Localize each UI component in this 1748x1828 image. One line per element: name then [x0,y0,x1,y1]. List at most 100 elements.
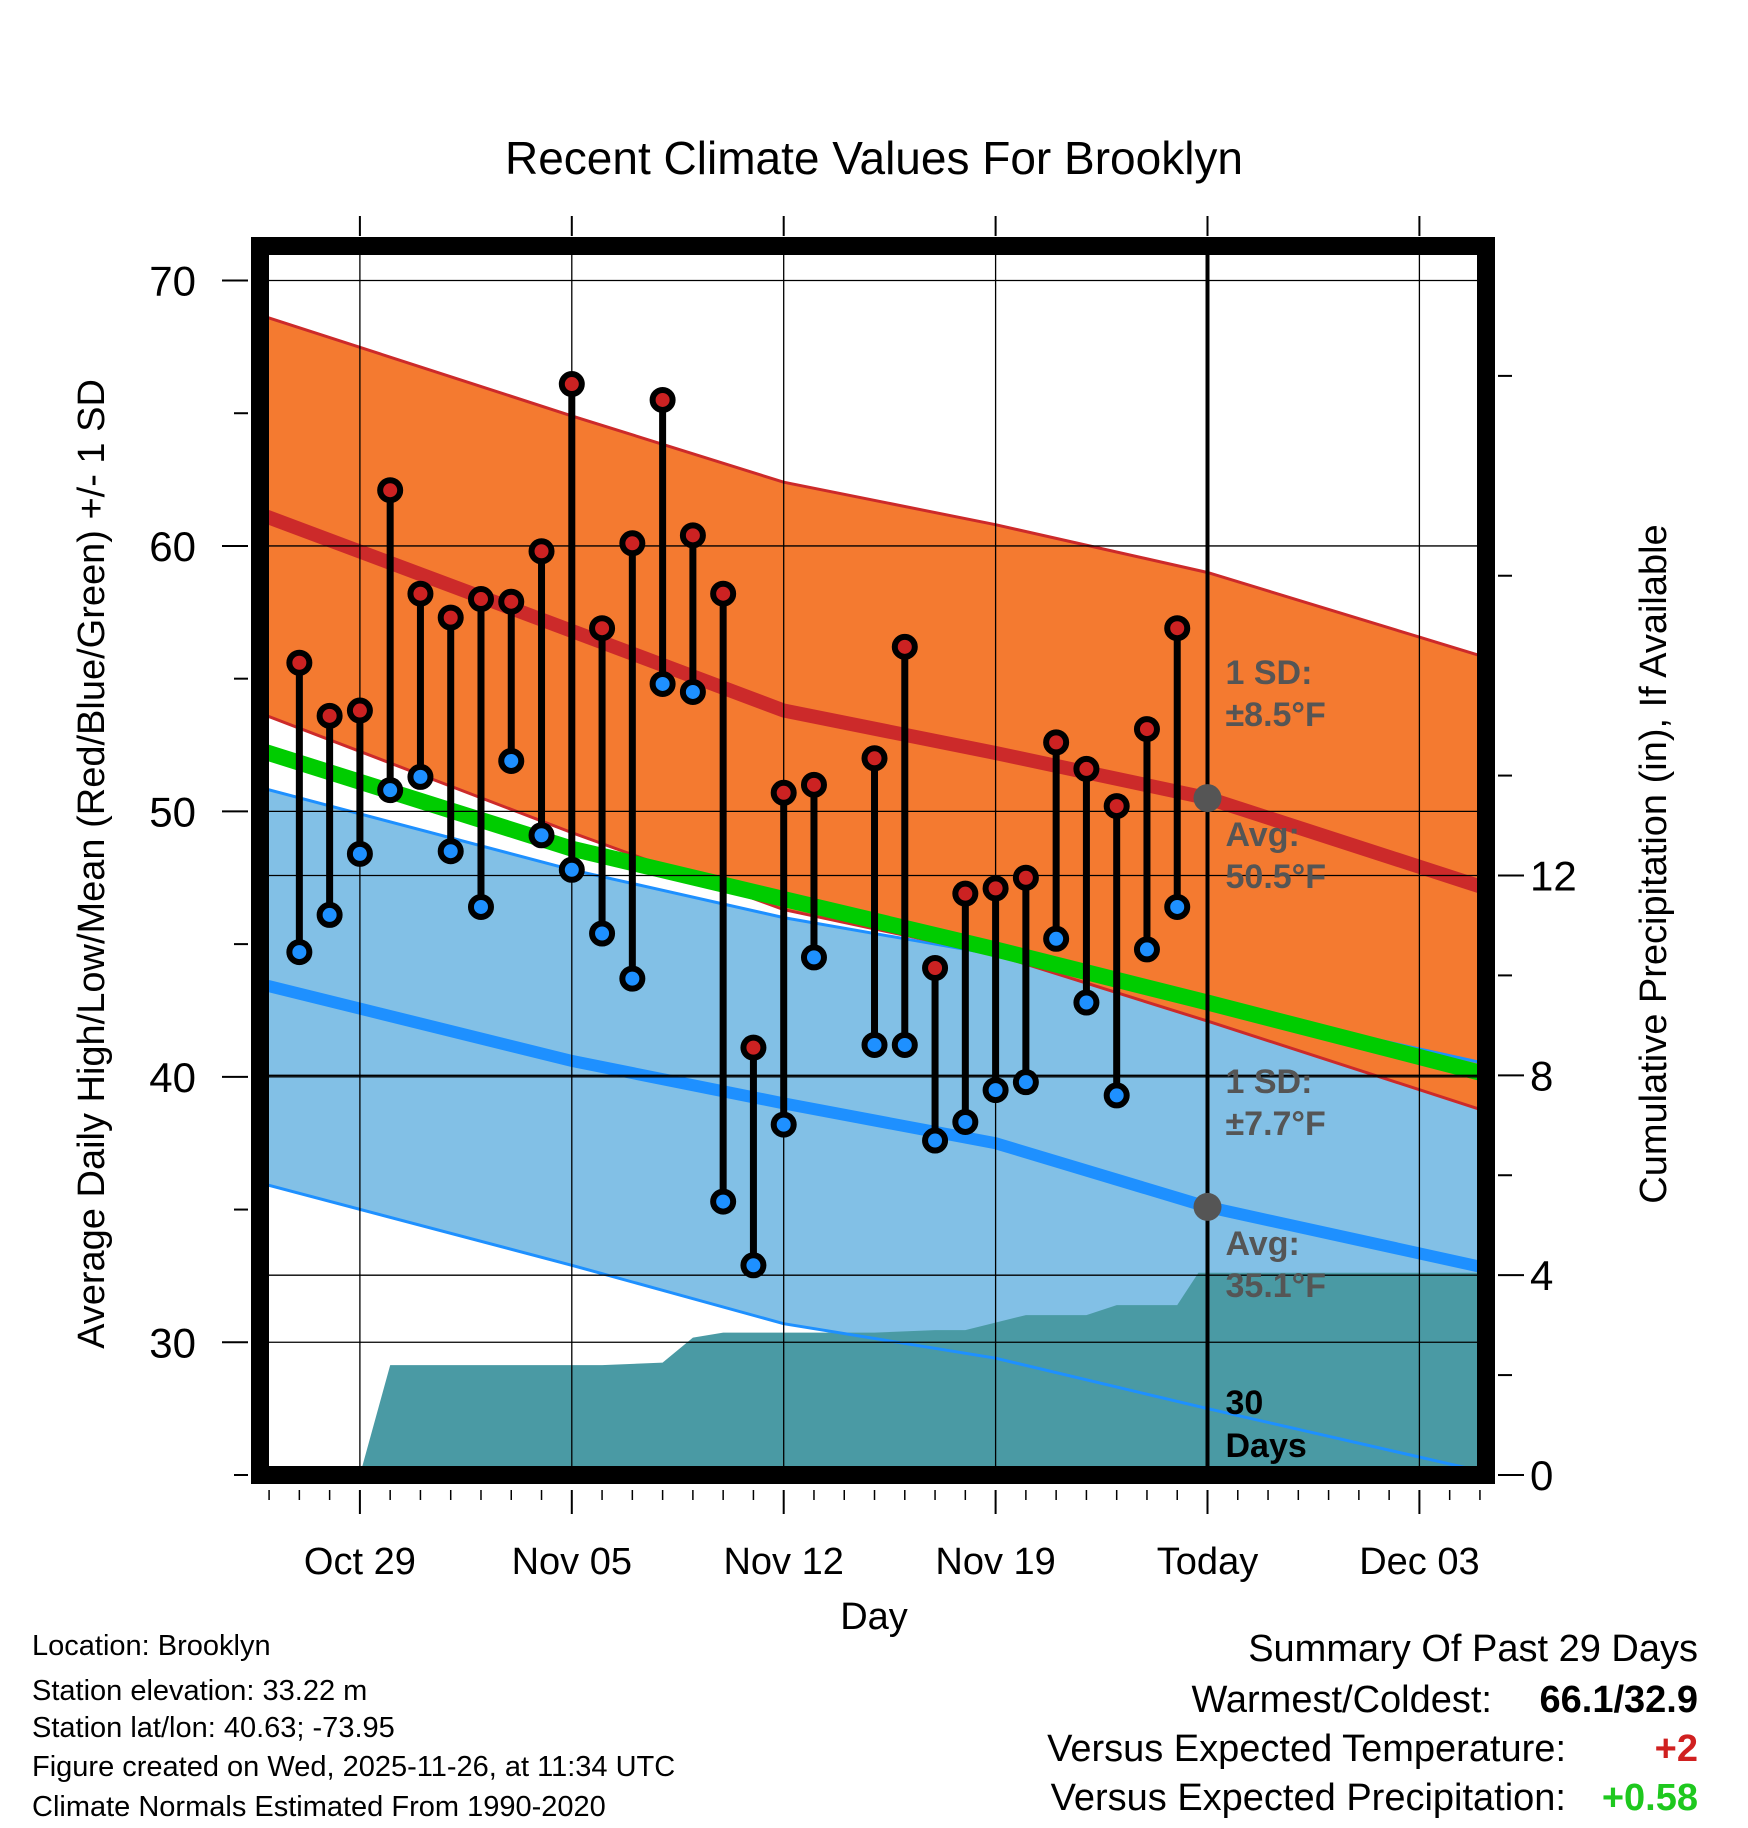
summary-warm-cold-value: 66.1/32.9 [1540,1679,1698,1721]
summary-temp-value: +2 [1655,1728,1698,1770]
daily-high-point [377,477,404,504]
low-sd-value: ±7.7°F [1226,1105,1326,1143]
daily-low-point [558,856,585,883]
daily-low-point [316,901,343,928]
daily-low-point [982,1077,1009,1104]
daily-high-point [1043,729,1070,756]
info-location: Location: Brooklyn [32,1630,271,1662]
y-tick-label: 50 [149,788,196,835]
x-tick-label: Dec 03 [1359,1541,1479,1583]
daily-low-point [1133,936,1160,963]
chart-title: Recent Climate Values For Brooklyn [505,132,1243,184]
mean-avg-line [260,742,1486,1082]
low-sd-label: 1 SD: [1226,1063,1313,1101]
daily-low-point [286,939,313,966]
daily-low-point [952,1108,979,1135]
y-axis-label: Average Daily High/Low/Mean (Red/Blue/Gr… [71,379,113,1349]
high-sd-upper-line [260,313,1486,659]
summary-temp-label: Versus Expected Temperature: [1047,1728,1566,1770]
daily-high-point [800,771,827,798]
daily-high-point [1164,615,1191,642]
plot-frame [251,237,1495,1484]
daily-low-point [679,678,706,705]
y2-tick-label: 12 [1530,852,1577,899]
daily-low-point [377,777,404,804]
daily-high-point [589,615,616,642]
daily-low-point [1164,893,1191,920]
daily-high-point [952,880,979,907]
low-sd-lower-line [260,1181,1486,1474]
daily-high-point [1012,864,1039,891]
low-avg-label: Avg: [1226,1225,1300,1263]
daily-low-point [710,1188,737,1215]
low-sd-band [260,787,1486,1473]
y-tick-label: 30 [149,1319,196,1366]
daily-high-point [649,386,676,413]
daily-high-point [1133,716,1160,743]
x-tick-label: Nov 12 [723,1541,843,1583]
x-tick-label: Nov 19 [935,1541,1055,1583]
daily-low-point [891,1031,918,1058]
precip-area [260,1272,1486,1475]
low-avg-value: 35.1°F [1226,1267,1327,1305]
daily-low-point [861,1031,888,1058]
daily-high-point [437,604,464,631]
daily-low-point [1073,989,1100,1016]
days-count: 30 [1226,1384,1264,1422]
daily-high-point [982,875,1009,902]
daily-high-point [286,649,313,676]
daily-high-point [679,522,706,549]
daily-high-point [558,371,585,398]
daily-high-point [861,745,888,772]
y2-axis-label: Cumulative Precipitation (in), If Availa… [1633,524,1675,1203]
daily-low-point [619,965,646,992]
info-normals: Climate Normals Estimated From 1990-2020 [32,1791,606,1823]
y-tick-label: 60 [149,523,196,570]
y-tick-label: 70 [149,258,196,305]
low-avg-line [260,978,1486,1274]
station-info: Location: Brooklyn Station elevation: 33… [32,1630,675,1823]
daily-high-point [922,955,949,982]
daily-low-point [498,747,525,774]
summary-title: Summary Of Past 29 Days [1248,1628,1698,1670]
daily-high-point [1073,755,1100,782]
info-latlon: Station lat/lon: 40.63; -73.95 [32,1712,395,1744]
daily-high-point [467,586,494,613]
x-tick-label: Nov 05 [512,1541,632,1583]
daily-low-point [1043,925,1070,952]
daily-high-point [1103,793,1130,820]
high-avg-value: 50.5°F [1226,858,1327,896]
daily-high-point [770,779,797,806]
y2-tick-label: 8 [1530,1052,1553,1099]
daily-low-point [770,1111,797,1138]
daily-low-point [1103,1082,1130,1109]
daily-high-point [740,1034,767,1061]
daily-low-point [1012,1069,1039,1096]
daily-low-point [922,1127,949,1154]
high-sd-label: 1 SD: [1226,654,1313,692]
x-tick-label: Today [1157,1541,1258,1583]
y2-tick-label: 4 [1530,1252,1553,1299]
days-word: Days [1226,1427,1307,1465]
summary-precip-value: +0.58 [1602,1777,1698,1819]
daily-high-point [346,697,373,724]
daily-low-point [740,1252,767,1279]
high-sd-value: ±8.5°F [1226,696,1326,734]
summary-panel: Summary Of Past 29 Days Warmest/Coldest:… [1047,1628,1698,1819]
daily-low-point [407,763,434,790]
today-low-avg-marker [1193,1192,1222,1221]
daily-low-point [589,920,616,947]
summary-warm-cold-label: Warmest/Coldest: [1191,1679,1492,1721]
daily-low-point [346,840,373,867]
daily-high-point [891,633,918,660]
x-axis-label: Day [840,1596,908,1638]
daily-low-point [437,838,464,865]
daily-high-point [407,580,434,607]
daily-high-point [316,702,343,729]
y-tick-label: 40 [149,1054,196,1101]
daily-high-point [619,530,646,557]
x-tick-label: Oct 29 [304,1541,416,1583]
daily-high-point [710,580,737,607]
daily-low-point [528,822,555,849]
